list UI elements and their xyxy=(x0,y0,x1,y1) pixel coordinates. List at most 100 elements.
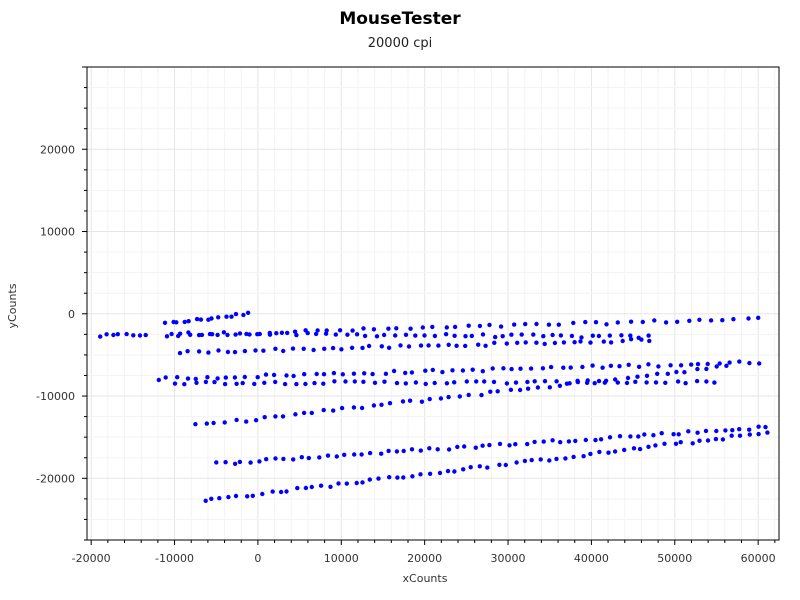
data-point xyxy=(573,438,578,444)
data-point xyxy=(281,348,286,354)
data-point xyxy=(204,421,209,426)
data-point xyxy=(578,339,583,344)
data-point xyxy=(461,467,466,472)
data-point xyxy=(403,370,408,376)
data-point xyxy=(452,333,457,338)
data-point xyxy=(747,427,752,432)
data-point xyxy=(301,346,306,351)
data-point xyxy=(198,317,204,322)
data-point xyxy=(542,379,548,384)
data-point xyxy=(470,367,475,372)
data-point xyxy=(682,370,687,375)
data-point xyxy=(330,345,336,351)
data-point xyxy=(223,460,228,465)
data-point xyxy=(322,346,327,351)
data-point xyxy=(367,450,373,456)
data-point xyxy=(194,380,199,385)
plot-frame xyxy=(86,66,780,541)
data-point xyxy=(468,465,473,470)
data-point xyxy=(600,365,605,370)
data-point xyxy=(383,371,389,376)
data-point xyxy=(541,334,546,339)
data-point xyxy=(714,428,719,434)
data-point xyxy=(374,334,380,339)
data-point xyxy=(474,379,479,384)
data-point xyxy=(435,447,440,452)
data-point xyxy=(612,449,618,454)
data-point xyxy=(653,380,659,385)
data-point xyxy=(422,333,427,338)
data-point xyxy=(352,452,357,457)
data-point xyxy=(671,432,676,437)
data-point xyxy=(528,366,534,371)
data-point xyxy=(464,379,469,384)
data-point xyxy=(480,332,486,337)
data-point xyxy=(423,368,428,373)
data-point xyxy=(617,434,623,439)
x-axis-label: xCounts xyxy=(403,572,448,585)
data-point xyxy=(279,330,285,335)
data-point xyxy=(318,483,324,488)
data-point xyxy=(746,316,751,321)
data-point xyxy=(309,410,314,416)
data-point xyxy=(452,380,457,385)
data-point xyxy=(245,494,250,499)
data-point xyxy=(532,439,537,445)
data-point xyxy=(359,452,364,457)
data-point xyxy=(387,475,392,480)
data-point xyxy=(628,319,634,324)
data-point xyxy=(479,392,484,398)
data-point xyxy=(321,407,326,413)
data-point xyxy=(538,457,543,462)
chart-title: MouseTester xyxy=(339,9,461,29)
data-point xyxy=(557,383,563,388)
data-point xyxy=(593,437,598,443)
data-point xyxy=(305,330,310,336)
data-point xyxy=(359,405,365,411)
data-point xyxy=(186,330,191,335)
data-point xyxy=(492,340,497,345)
data-point xyxy=(379,451,384,456)
data-point xyxy=(642,432,647,437)
data-point xyxy=(386,448,391,454)
data-point xyxy=(588,451,593,457)
data-point xyxy=(615,320,620,325)
data-point xyxy=(480,369,485,374)
data-point xyxy=(282,381,288,387)
data-point xyxy=(687,318,692,323)
data-point xyxy=(233,493,239,499)
data-point xyxy=(303,381,308,387)
data-point xyxy=(628,333,633,338)
data-point xyxy=(206,350,211,355)
data-point xyxy=(619,333,624,338)
data-point xyxy=(550,438,555,443)
data-point xyxy=(175,375,180,380)
data-point xyxy=(529,457,534,463)
data-point xyxy=(343,379,348,384)
data-point xyxy=(639,337,644,342)
data-point xyxy=(665,371,670,376)
data-point xyxy=(463,334,468,339)
data-point xyxy=(625,375,631,381)
data-point xyxy=(446,342,451,347)
data-point xyxy=(540,366,546,371)
data-point xyxy=(262,415,267,420)
data-point xyxy=(248,460,253,465)
data-point xyxy=(463,343,468,349)
data-point xyxy=(737,427,742,432)
data-point xyxy=(234,381,239,386)
data-point xyxy=(345,332,350,337)
data-point xyxy=(169,331,174,337)
data-point xyxy=(469,333,474,339)
chart-subtitle: 20000 cpi xyxy=(367,36,433,51)
data-point xyxy=(366,343,372,349)
data-point xyxy=(361,379,366,384)
data-point xyxy=(244,419,249,424)
data-point xyxy=(379,402,384,407)
data-point xyxy=(509,332,514,337)
data-point xyxy=(379,344,384,349)
data-point xyxy=(446,394,451,400)
data-point xyxy=(440,369,445,375)
data-point xyxy=(332,379,337,384)
